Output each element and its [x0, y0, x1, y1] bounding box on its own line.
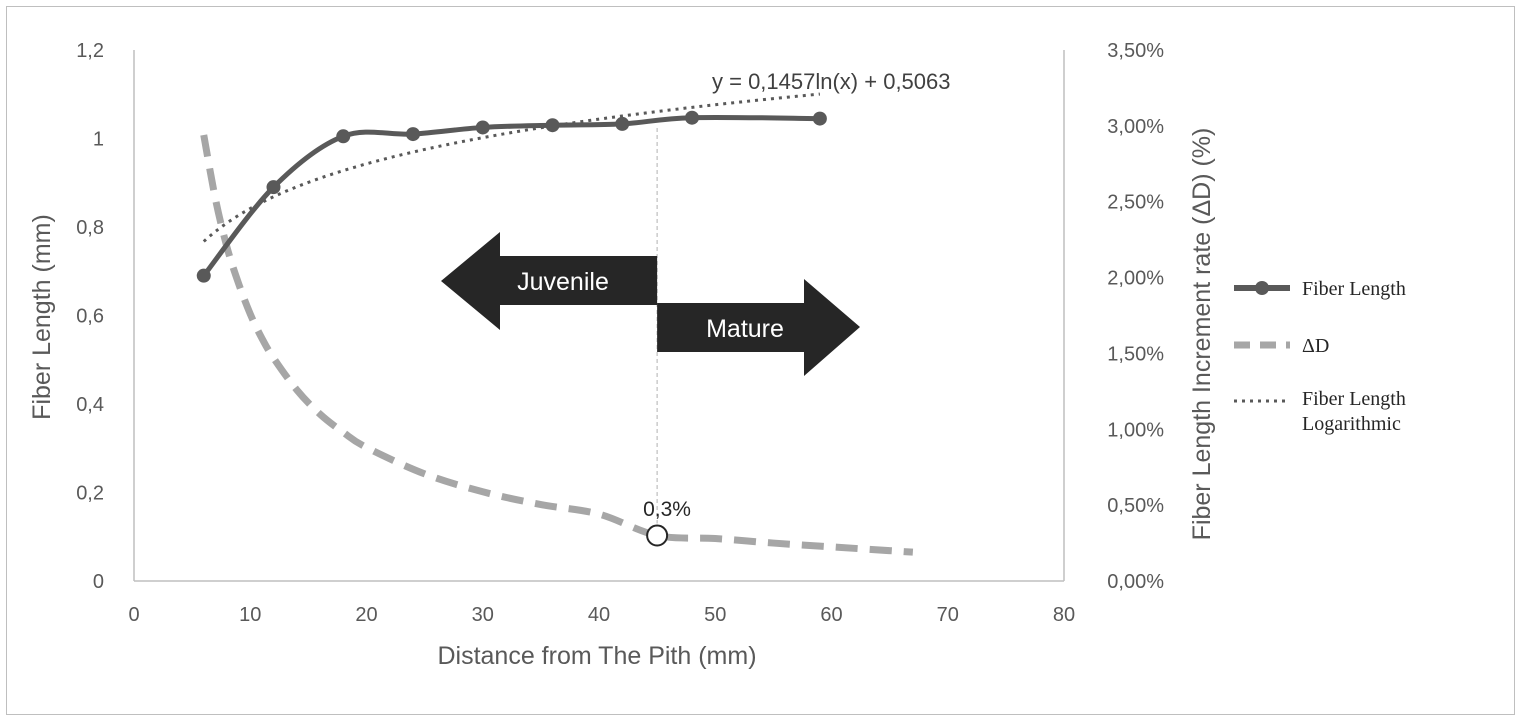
y2-axis-title: Fiber Length Increment rate (ΔD) (%)	[1188, 128, 1216, 541]
fiber-length-marker	[615, 116, 630, 131]
x-axis-title: Distance from The Pith (mm)	[437, 642, 756, 670]
fiber-length-line	[201, 114, 820, 278]
x-tick-label: 40	[588, 604, 610, 626]
y-tick-label: 1	[93, 129, 104, 151]
axes: 0 10 20 30 40 50 60 70 80 0 0,2 0,4 0,6 0,8 1 1,2 0,00% 0…	[76, 40, 1164, 626]
x-tick-label: 60	[820, 604, 842, 626]
x-tick-label: 0	[128, 604, 139, 626]
y-tick-label: 0,6	[76, 306, 104, 328]
legend-item-logarithmic: Fiber Length Logarithmic	[1234, 388, 1411, 435]
y-axis-title: Fiber Length (mm)	[28, 214, 56, 420]
legend-label-delta-d: ΔD	[1302, 335, 1329, 357]
fiber-length-marker	[545, 118, 560, 133]
fiber-length-logarithmic-trendline	[202, 92, 821, 243]
y-tick-label: 0,4	[76, 394, 104, 416]
legend-label-fiber-length: Fiber Length	[1302, 278, 1406, 300]
x-tick-label: 80	[1053, 604, 1075, 626]
fiber-length-marker	[475, 120, 490, 135]
mature-arrow	[657, 279, 860, 376]
y2-tick-label: 1,00%	[1107, 419, 1164, 441]
y-tick-label: 1,2	[76, 40, 104, 62]
annotation-layer	[441, 128, 860, 547]
legend-marker	[1255, 281, 1269, 295]
fiber-length-marker	[266, 180, 281, 195]
y2-tick-label: 0,50%	[1107, 495, 1164, 517]
juvenile-arrow	[441, 232, 658, 330]
fiber-length-marker	[336, 129, 351, 144]
legend-item-delta-d: ΔD	[1234, 335, 1329, 357]
y-tick-label: 0	[93, 571, 104, 593]
y2-tick-label: 0,00%	[1107, 571, 1164, 593]
y-tick-label: 0,2	[76, 483, 104, 505]
trendline-equation: y = 0,1457ln(x) + 0,5063	[712, 69, 951, 94]
y2-tick-label: 2,50%	[1107, 192, 1164, 214]
series-layer	[196, 92, 914, 556]
x-tick-label: 70	[937, 604, 959, 626]
legend: Fiber Length ΔD Fiber Length Logarithmic	[1234, 278, 1411, 435]
y2-tick-label: 2,00%	[1107, 268, 1164, 290]
mature-arrow-label: Mature	[706, 315, 784, 343]
x-tick-label: 10	[239, 604, 261, 626]
fiber-length-marker	[196, 268, 211, 283]
y-tick-label: 0,8	[76, 217, 104, 239]
threshold-point-marker	[646, 524, 669, 547]
y2-tick-label: 3,50%	[1107, 40, 1164, 62]
legend-label-logarithmic: Fiber Length Logarithmic	[1302, 388, 1411, 435]
x-tick-label: 20	[355, 604, 377, 626]
x-tick-label: 50	[704, 604, 726, 626]
legend-item-fiber-length: Fiber Length	[1234, 278, 1406, 300]
chart-frame	[6, 6, 1515, 715]
delta-d-dashed-line	[200, 134, 914, 556]
x-tick-label: 30	[472, 604, 494, 626]
fiber-length-marker	[406, 127, 420, 142]
fiber-length-marker	[812, 111, 827, 126]
y2-tick-label: 1,50%	[1107, 343, 1164, 365]
y2-tick-label: 3,00%	[1107, 116, 1164, 138]
juvenile-arrow-label: Juvenile	[517, 268, 609, 296]
fiber-length-marker	[685, 110, 699, 125]
threshold-point-label: 0,3%	[643, 498, 691, 521]
